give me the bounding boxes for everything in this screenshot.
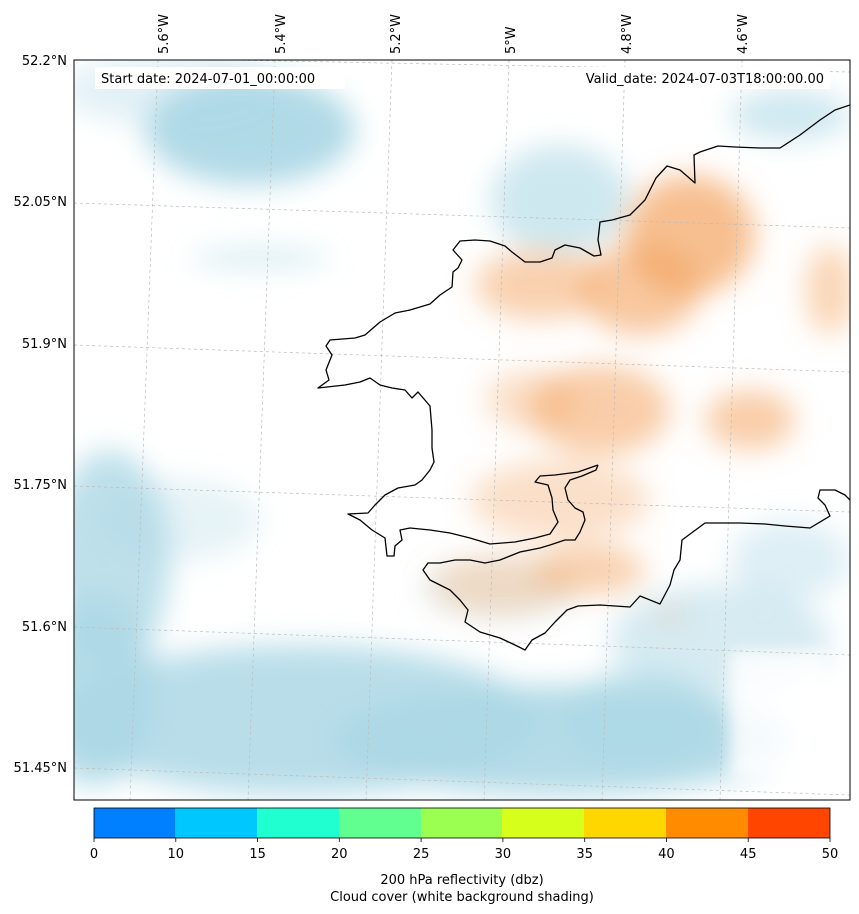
colorbar-tick-label: 20	[331, 847, 348, 862]
colorbar-ticks	[93, 838, 831, 842]
colorbar-seg-6	[584, 808, 667, 838]
colorbar-seg-7	[666, 808, 749, 838]
lat-label-51.45n: 51.45°N	[14, 761, 67, 776]
coastline	[317, 104, 850, 651]
start-date-label: Start date: 2024-07-01_00:00:00	[101, 72, 315, 87]
lat-label-52.2n: 52.2°N	[22, 54, 67, 69]
colorbar-seg-1	[175, 808, 258, 838]
map-area	[74, 60, 850, 800]
colorbar-tick-label: 40	[658, 847, 675, 862]
lat-label-52.05n: 52.05°N	[14, 195, 67, 210]
colorbar: 0 10 15 20 25 30 35 40 45 50 200 hPa ref…	[90, 807, 839, 905]
lon-label-5.4w: 5.4°W	[274, 14, 289, 54]
colorbar-tick-label: 10	[168, 847, 185, 862]
lon-label-4.6w: 4.6°W	[736, 14, 751, 54]
colorbar-tick-label: 35	[576, 847, 593, 862]
colorbar-tick-label: 25	[413, 847, 430, 862]
lat-label-51.9n: 51.9°N	[22, 337, 67, 352]
colorbar-tick-label: 50	[822, 847, 839, 862]
colorbar-tick-label: 30	[495, 847, 512, 862]
colorbar-seg-4	[421, 808, 503, 838]
lon-label-5.2w: 5.2°W	[389, 14, 404, 54]
lon-label-5.6w: 5.6°W	[157, 14, 172, 54]
map-frame	[73, 59, 851, 801]
lon-label-4.8w: 4.8°W	[620, 14, 635, 54]
colorbar-tick-label: 45	[740, 847, 757, 862]
latitude-labels: 52.2°N 52.05°N 51.9°N 51.75°N 51.6°N 51.…	[14, 54, 67, 776]
reflectivity-shading	[430, 175, 850, 620]
colorbar-tick-label: 0	[90, 847, 98, 862]
colorbar-subtitle: Cloud cover (white background shading)	[330, 890, 594, 905]
lat-label-51.6n: 51.6°N	[22, 620, 67, 635]
colorbar-seg-3	[339, 808, 422, 838]
valid-date-box	[562, 67, 830, 89]
colorbar-seg-2	[257, 808, 340, 838]
lon-label-5w: 5°W	[504, 26, 519, 54]
valid-date-label: Valid_date: 2024-07-03T18:00:00.00	[586, 72, 824, 87]
longitude-labels: 5.6°W 5.4°W 5.2°W 5°W 4.8°W 4.6°W	[157, 14, 751, 54]
colorbar-seg-5	[502, 808, 585, 838]
colorbar-seg-8	[748, 808, 830, 838]
colorbar-frame	[93, 807, 831, 839]
start-date-box	[95, 67, 345, 89]
colorbar-tick-label: 15	[249, 847, 266, 862]
lat-label-51.75n: 51.75°N	[14, 478, 67, 493]
colorbar-seg-0	[94, 808, 176, 838]
colorbar-title: 200 hPa reflectivity (dbz)	[380, 873, 543, 888]
